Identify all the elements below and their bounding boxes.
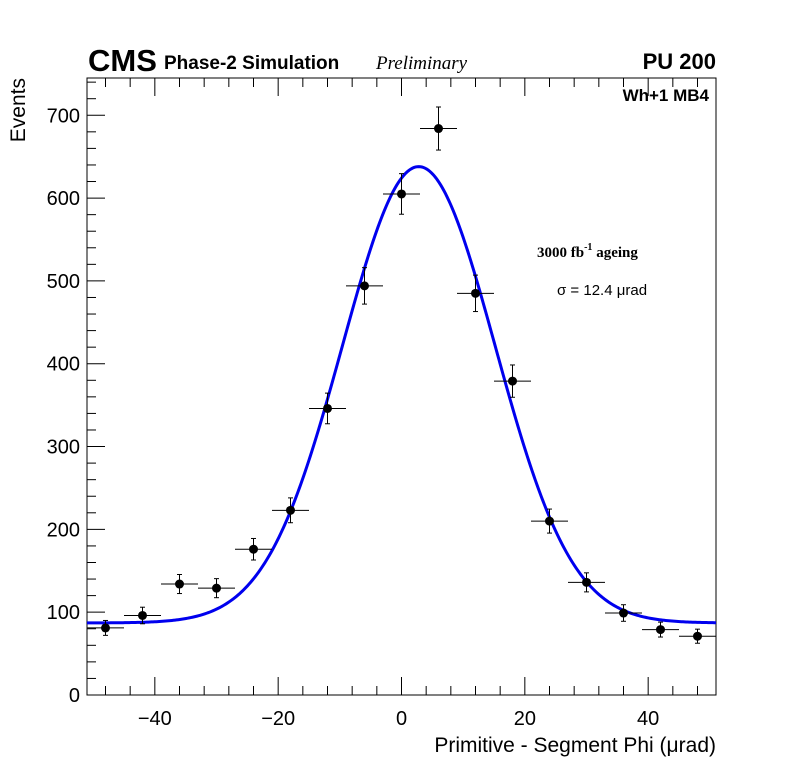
data-marker [656,625,665,635]
y-tick-label: 0 [69,685,80,707]
y-tick-label: 700 [47,105,80,127]
ageing-suffix: ageing [592,245,638,261]
data-point [235,537,272,561]
y-axis-title: Events [7,78,30,142]
ageing-label: 3000 fb-1 ageing [537,242,638,261]
data-marker [249,544,258,554]
data-marker [286,505,295,515]
data-point [309,392,346,425]
sigma-label: σ = 12.4 μrad [557,282,647,299]
data-point [346,267,383,305]
x-tick-labels: −40 −20 0 20 40 [138,708,659,730]
x-tick-label: 0 [396,708,407,730]
subtitle-label: Phase-2 Simulation [164,53,339,74]
y-tick-label: 600 [47,188,80,210]
status-label: Preliminary [375,53,468,74]
data-point [679,628,716,644]
data-point [494,364,531,398]
data-marker [693,631,702,641]
y-tick-label: 100 [47,602,80,624]
axis-ticks [87,78,698,696]
data-point [642,621,679,638]
data-marker [508,376,517,386]
region-label: Wh+1 MB4 [623,86,710,105]
data-point [383,173,420,215]
data-point [605,604,642,622]
y-tick-label: 300 [47,437,80,459]
data-point [568,572,605,593]
data-point [420,106,457,151]
plot-frame [86,77,717,696]
data-marker [397,189,406,199]
data-marker [360,281,369,291]
data-point [161,573,198,595]
experiment-label: CMS [88,43,157,78]
data-marker [212,583,221,593]
data-marker [323,403,332,413]
y-tick-labels: 0 100 200 300 400 500 600 700 [47,105,80,707]
x-tick-label: −40 [138,708,172,730]
x-tick-label: −20 [261,708,295,730]
data-marker [582,577,591,587]
ageing-main: 3000 fb [537,245,584,261]
data-marker [101,623,110,633]
data-marker [545,516,554,526]
data-point [198,578,235,599]
x-tick-label: 20 [514,708,536,730]
data-points [87,106,716,644]
data-point [272,497,309,524]
data-marker [434,124,443,134]
data-marker [471,288,480,298]
data-marker [619,608,628,618]
y-tick-label: 200 [47,519,80,541]
x-tick-label: 40 [637,708,659,730]
data-point [531,508,568,534]
x-axis-title: Primitive - Segment Phi (μrad) [434,734,716,757]
data-point [457,274,494,313]
ageing-exponent: -1 [584,242,592,253]
y-tick-label: 500 [47,271,80,293]
data-marker [138,610,147,620]
data-point [87,619,124,636]
fit-curve [87,165,717,625]
data-marker [175,579,184,589]
pileup-label: PU 200 [643,49,716,74]
data-point [124,606,161,625]
y-tick-label: 400 [47,354,80,376]
